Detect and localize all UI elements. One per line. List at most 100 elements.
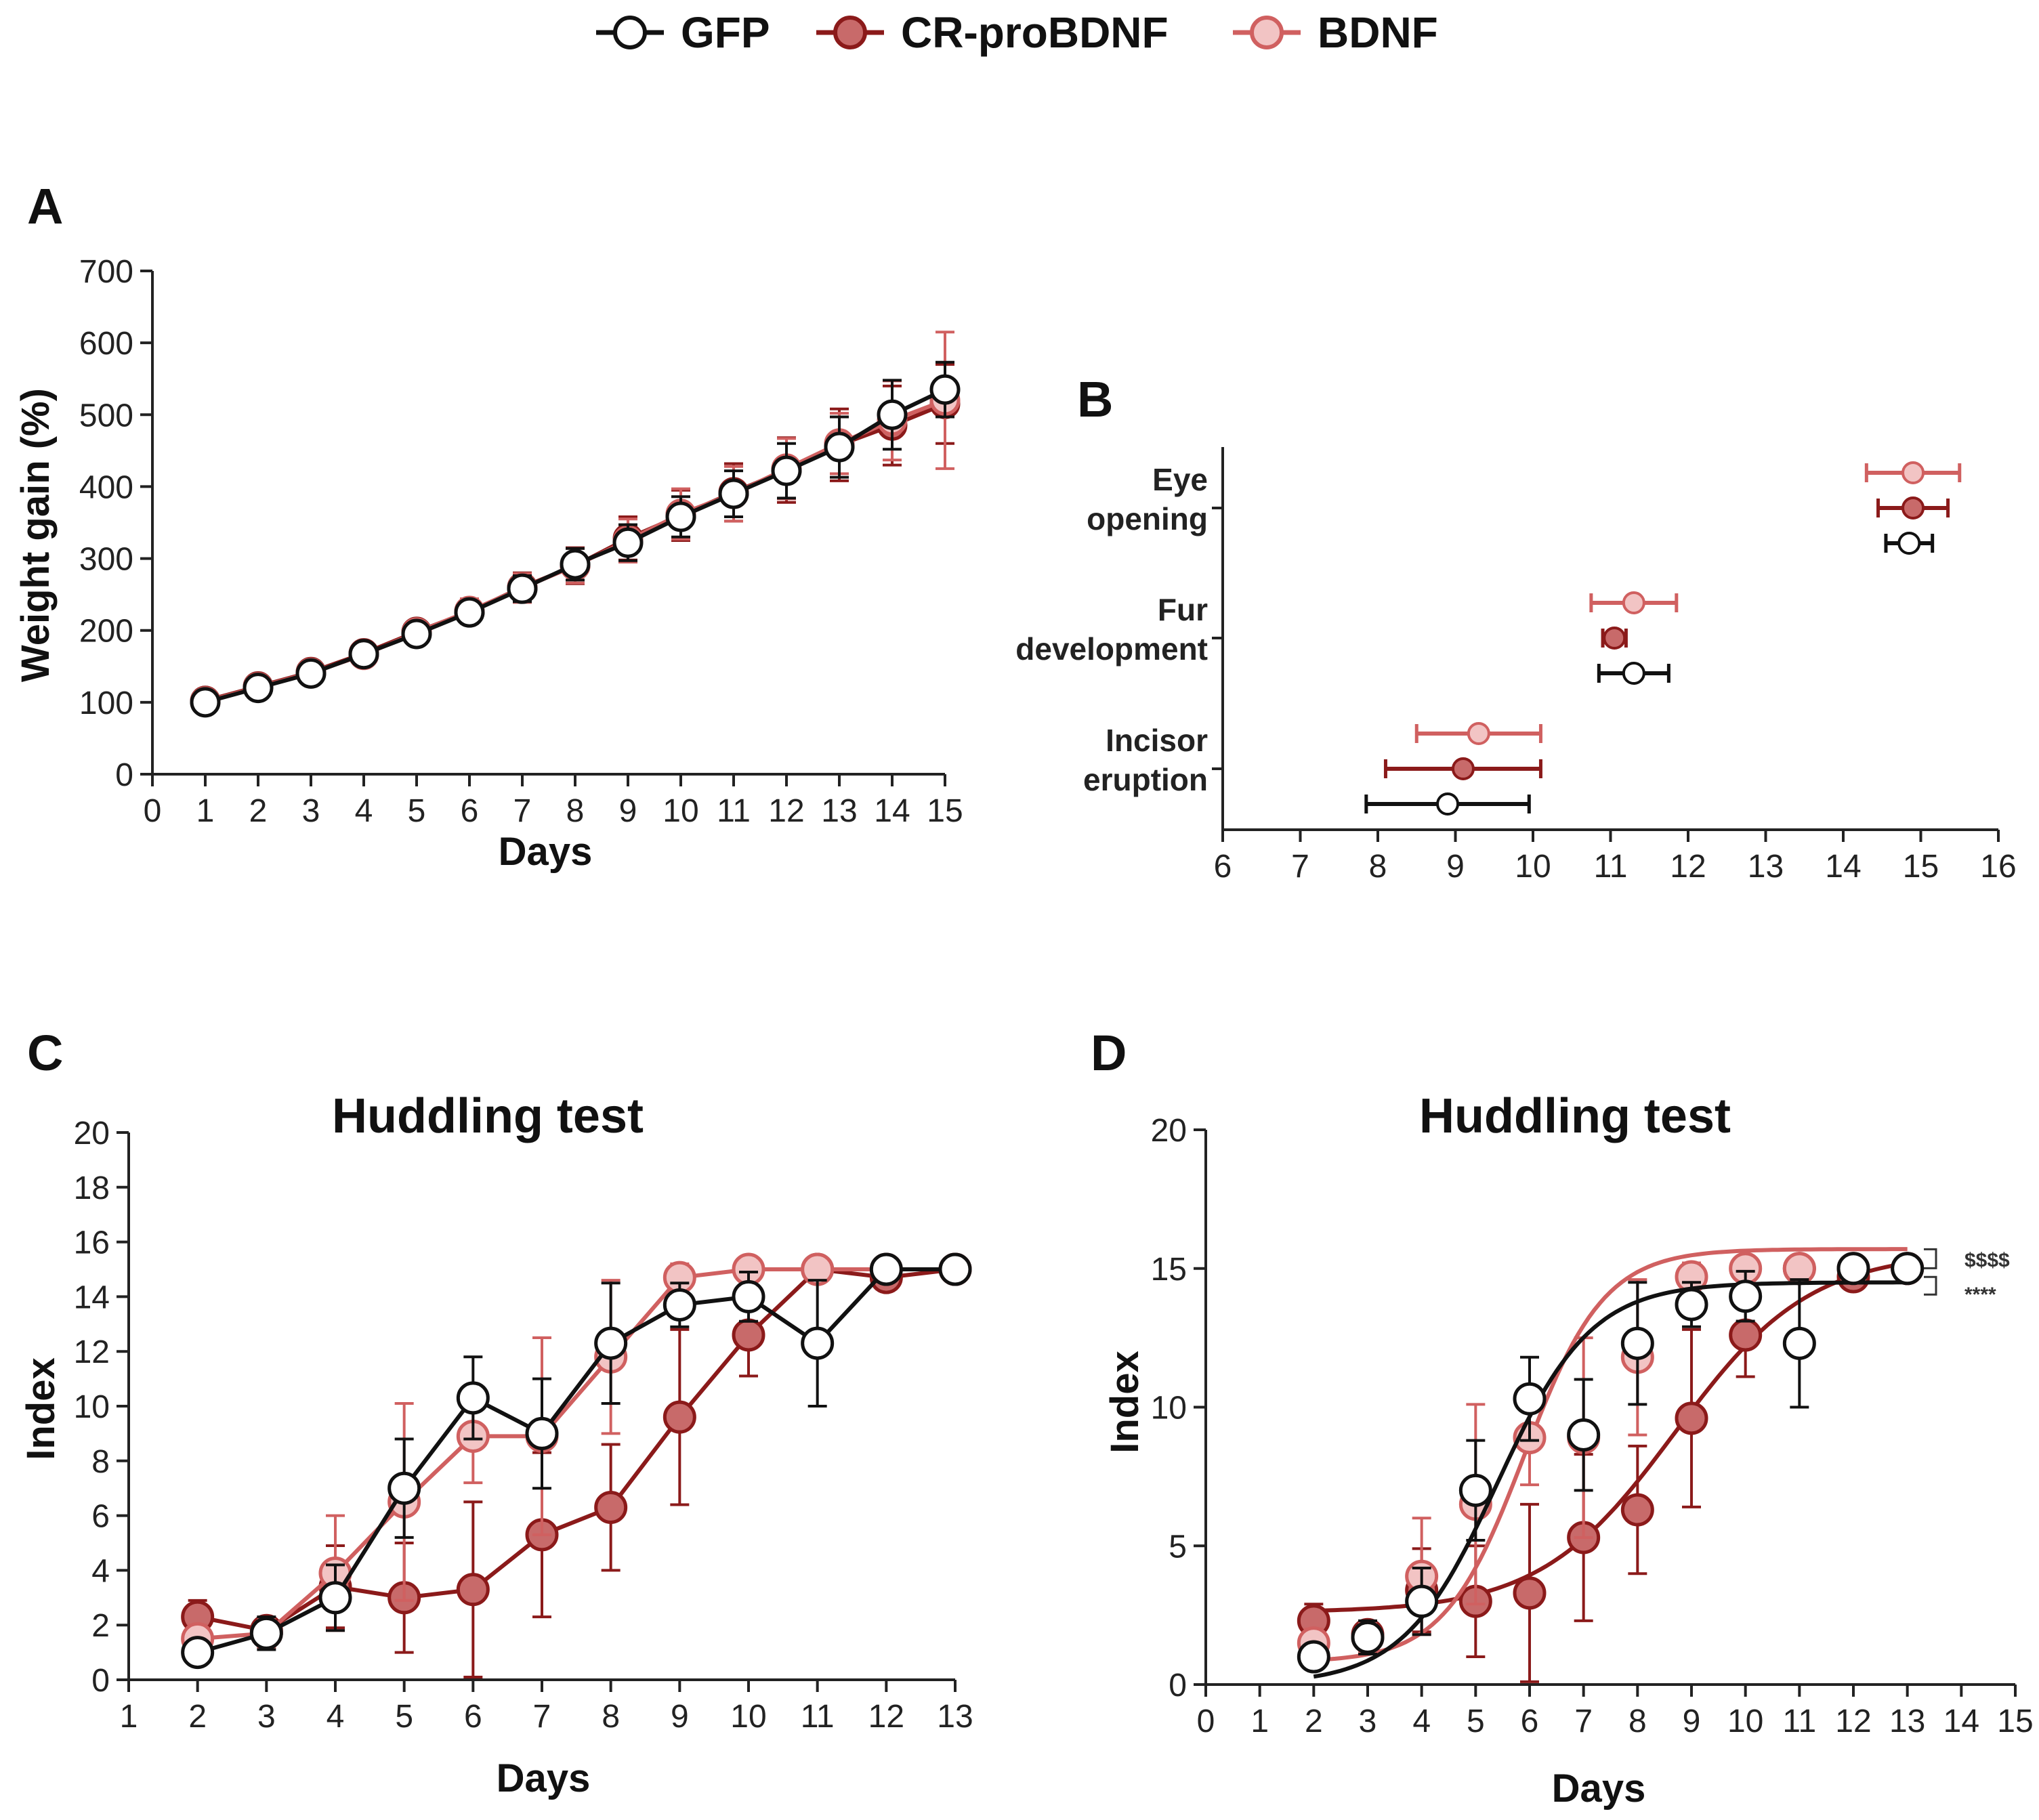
data-point-gfp bbox=[560, 549, 591, 580]
x-tick-label: 4 bbox=[327, 1699, 345, 1735]
panel-b-label: B bbox=[1077, 371, 1113, 427]
x-tick-label: 7 bbox=[1574, 1703, 1593, 1739]
y-tick-label: 18 bbox=[74, 1170, 110, 1206]
data-point-cr-probdnf bbox=[1603, 627, 1626, 650]
legend-marker-bdnf bbox=[1250, 16, 1284, 49]
data-point-gfp bbox=[1729, 1279, 1763, 1313]
data-point-gfp bbox=[387, 1471, 421, 1505]
panel-b: B 6 7 8 9 10 11 12 13 14 15 16 Eye opening Fur develop… bbox=[1015, 371, 2016, 885]
category-label-eye-opening: opening bbox=[1087, 501, 1208, 536]
x-tick-label: 13 bbox=[1748, 849, 1784, 885]
significance-bracket bbox=[1924, 1248, 1937, 1269]
data-point-gfp bbox=[401, 618, 432, 650]
panel-c-label: C bbox=[27, 1025, 63, 1081]
panel-c: C Huddling test 1 2 3 4 5 6 7 8 9 10 11 12 130246810… bbox=[19, 1025, 973, 1800]
x-tick-label: 14 bbox=[1825, 849, 1861, 885]
y-tick-label: 0 bbox=[115, 757, 133, 793]
data-point-cr-probdnf bbox=[732, 1318, 765, 1352]
data-point-gfp bbox=[938, 1252, 972, 1286]
data-point-gfp bbox=[663, 1288, 696, 1322]
x-tick-label: 14 bbox=[1943, 1703, 1979, 1739]
data-point-cr-probdnf bbox=[456, 1573, 490, 1607]
x-tick-label: 4 bbox=[1412, 1703, 1431, 1739]
data-point-gfp bbox=[190, 687, 221, 718]
panel-c-xlabel: Days bbox=[497, 1756, 591, 1800]
x-tick-label: 3 bbox=[302, 793, 320, 829]
annotation-stars: **** bbox=[1964, 1284, 1996, 1306]
data-point-gfp bbox=[665, 501, 696, 532]
data-point-cr-probdnf bbox=[1675, 1401, 1708, 1435]
x-tick-label: 6 bbox=[1521, 1703, 1539, 1739]
x-tick-label: 2 bbox=[188, 1699, 207, 1735]
x-tick-label: 9 bbox=[1683, 1703, 1701, 1739]
x-tick-label: 12 bbox=[1670, 849, 1706, 885]
x-tick-label: 8 bbox=[1628, 1703, 1647, 1739]
data-point-bdnf bbox=[1467, 722, 1490, 745]
x-tick-label: 0 bbox=[1197, 1703, 1215, 1739]
data-point-gfp bbox=[824, 431, 855, 463]
data-point-gfp bbox=[295, 658, 327, 689]
data-point-cr-probdnf bbox=[663, 1400, 696, 1434]
y-tick-label: 500 bbox=[79, 398, 133, 433]
x-tick-label: 14 bbox=[874, 793, 910, 829]
x-tick-label: 3 bbox=[257, 1699, 276, 1735]
data-point-gfp bbox=[1620, 1326, 1654, 1360]
x-tick-label: 10 bbox=[663, 793, 698, 829]
panel-d: D Huddling test 0 1 2 3 4 5 6 7 8 9 10 11 12 13 14 1505… bbox=[1091, 1025, 2034, 1811]
data-point-gfp bbox=[732, 1279, 765, 1313]
legend-label-cr-probdnf: CR-proBDNF bbox=[901, 8, 1169, 57]
x-tick-label: 0 bbox=[144, 793, 162, 829]
y-tick-label: 10 bbox=[74, 1389, 110, 1425]
data-point-gfp bbox=[1782, 1326, 1816, 1360]
panel-a-ylabel: Weight gain (%) bbox=[14, 388, 58, 682]
data-point-gfp bbox=[454, 597, 485, 628]
legend-label-bdnf: BDNF bbox=[1318, 8, 1438, 57]
annotation-dollar: $$$$ bbox=[1964, 1250, 2010, 1272]
data-point-gfp bbox=[243, 673, 274, 704]
x-tick-label: 10 bbox=[730, 1699, 766, 1735]
y-tick-label: 200 bbox=[79, 614, 133, 650]
data-point-gfp bbox=[801, 1326, 835, 1360]
panel-a-label: A bbox=[27, 178, 63, 234]
data-point-cr-probdnf bbox=[1513, 1576, 1547, 1610]
data-point-gfp bbox=[507, 573, 538, 604]
y-tick-label: 20 bbox=[74, 1116, 110, 1151]
y-tick-label: 100 bbox=[79, 685, 133, 721]
x-tick-label: 2 bbox=[249, 793, 268, 829]
legend: GFP CR-proBDNF BDNF bbox=[596, 8, 1438, 57]
y-tick-label: 600 bbox=[79, 326, 133, 362]
category-label-eye-opening: Eye bbox=[1152, 462, 1208, 497]
x-tick-label: 9 bbox=[671, 1699, 689, 1735]
fit-curve-gfp bbox=[1313, 1280, 1908, 1679]
data-point-gfp bbox=[869, 1252, 903, 1286]
panel-d-label: D bbox=[1091, 1025, 1127, 1081]
x-tick-label: 2 bbox=[1305, 1703, 1323, 1739]
data-point-gfp bbox=[456, 1381, 490, 1415]
x-tick-label: 11 bbox=[801, 1699, 835, 1735]
x-tick-label: 15 bbox=[1997, 1703, 2033, 1739]
y-tick-label: 700 bbox=[79, 254, 133, 290]
x-tick-label: 1 bbox=[120, 1699, 138, 1735]
legend-label-gfp: GFP bbox=[681, 8, 770, 57]
x-tick-label: 11 bbox=[1594, 849, 1628, 885]
data-point-gfp bbox=[1897, 532, 1921, 555]
data-point-gfp bbox=[249, 1616, 283, 1650]
x-tick-label: 6 bbox=[464, 1699, 482, 1735]
x-tick-label: 1 bbox=[1250, 1703, 1269, 1739]
data-point-cr-probdnf bbox=[594, 1490, 628, 1524]
data-point-gfp bbox=[1351, 1620, 1385, 1654]
y-tick-label: 400 bbox=[79, 469, 133, 505]
x-tick-label: 10 bbox=[1727, 1703, 1763, 1739]
legend-marker-gfp bbox=[613, 16, 647, 49]
y-tick-label: 12 bbox=[74, 1334, 110, 1370]
data-point-gfp bbox=[1675, 1288, 1708, 1321]
x-tick-label: 11 bbox=[1782, 1703, 1816, 1739]
y-tick-label: 0 bbox=[91, 1663, 110, 1699]
data-point-gfp bbox=[1836, 1252, 1870, 1286]
x-tick-label: 8 bbox=[566, 793, 585, 829]
panel-c-title: Huddling test bbox=[332, 1089, 644, 1143]
data-point-cr-probdnf bbox=[1620, 1493, 1654, 1527]
x-tick-label: 7 bbox=[533, 1699, 551, 1735]
data-point-gfp bbox=[1297, 1640, 1330, 1674]
